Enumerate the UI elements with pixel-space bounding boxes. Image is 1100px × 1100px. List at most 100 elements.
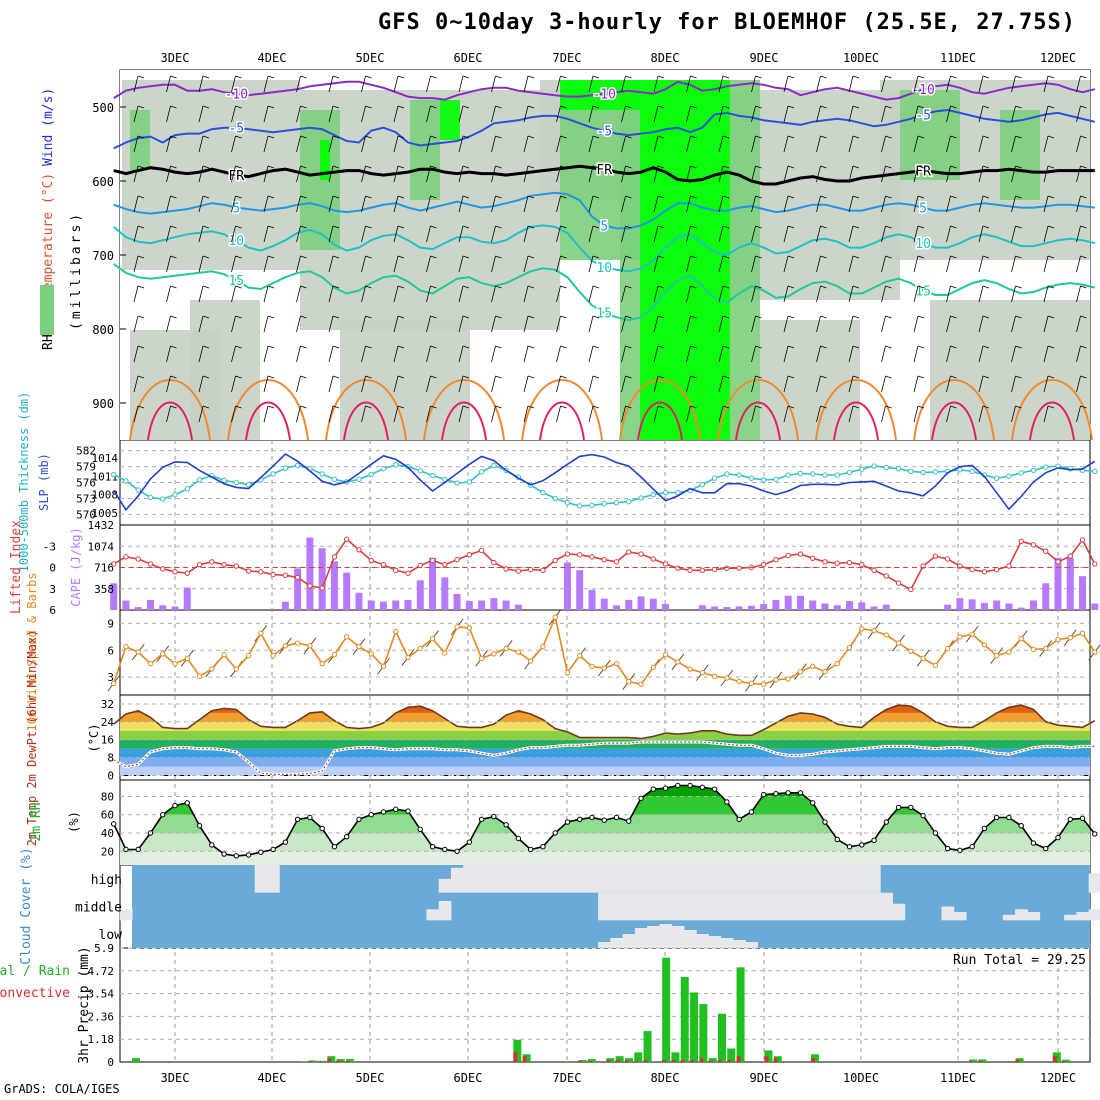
wind-barb — [361, 255, 366, 273]
rh2m-point — [564, 819, 571, 825]
lifted-index-point — [601, 557, 607, 563]
cape-bar — [944, 604, 952, 610]
wind-barb — [816, 315, 821, 333]
wind-barb — [653, 285, 659, 303]
wind-barb — [458, 165, 464, 183]
wind-barb — [978, 345, 984, 363]
cloud-cell-high — [782, 865, 795, 893]
cloud-cell-middle — [1076, 912, 1090, 921]
wind-barb-flag — [300, 375, 307, 379]
wind-barb — [393, 165, 399, 183]
wind-barb-flag — [722, 75, 730, 79]
wind-barb-flag — [235, 225, 242, 229]
wind-barb — [588, 105, 594, 123]
lifted-index-point — [245, 568, 252, 574]
wind-barb — [588, 285, 594, 303]
wind-barb — [556, 105, 561, 123]
wind-barb — [328, 135, 334, 153]
contour-label: 10 — [596, 261, 612, 276]
wind-barb — [978, 135, 984, 153]
rh2m-point — [1043, 845, 1049, 852]
precip-convective-bar — [662, 1060, 667, 1062]
wind10m-point — [773, 677, 779, 683]
wind-barb — [783, 135, 789, 153]
precip-tick-label: 2.36 — [88, 1010, 115, 1023]
cape-bar — [563, 562, 571, 610]
cloud-row-label: middle — [75, 901, 122, 916]
wind-barb — [263, 195, 269, 213]
wind10m-point — [454, 624, 460, 630]
lifted-index-point — [282, 572, 289, 578]
wind-barb — [231, 195, 236, 213]
wind-barb — [783, 345, 789, 363]
wind-barb — [783, 255, 789, 273]
cloud-axis-label-text: Cloud Cover (%) — [19, 847, 34, 964]
wind-barb — [588, 75, 594, 93]
thickness-point — [393, 462, 399, 468]
cloud-cell-high — [867, 865, 881, 893]
wind-barb-flag — [202, 105, 210, 109]
wind-barb — [328, 195, 334, 213]
wind-barb — [978, 255, 984, 273]
thickness-point — [270, 471, 276, 477]
wind-barb — [328, 405, 334, 423]
cloud-cell-high — [463, 865, 476, 893]
cloud-cell-middle — [953, 912, 967, 921]
wind-barb-flag — [657, 225, 665, 229]
cape-bar — [809, 600, 817, 610]
wind-barb-flag — [397, 195, 405, 199]
wind-barb-flag — [885, 255, 892, 259]
wind-barb — [848, 165, 854, 183]
wind-barb — [133, 105, 139, 123]
wind-barb-flag — [625, 195, 632, 199]
rh2m-point — [957, 847, 963, 854]
wind-barb — [296, 375, 301, 393]
wind-barb-flag — [170, 135, 177, 139]
cape-bar — [698, 605, 706, 610]
cape-bar — [662, 604, 670, 610]
wind-barb-flag — [690, 195, 697, 199]
rh2m-point — [527, 846, 534, 853]
cloud-cell-middle — [683, 892, 697, 921]
wind10m-point — [405, 654, 411, 661]
wind-barb-flag — [982, 285, 990, 289]
wind-barb — [166, 225, 171, 243]
cloud-cell-high — [536, 865, 550, 893]
wind-barb-flag — [495, 405, 502, 409]
wind-barb-flag — [885, 105, 892, 109]
wind-barb — [621, 105, 626, 123]
rh2m-point — [662, 785, 669, 791]
wind-barb-flag — [885, 315, 892, 319]
wind-barb — [1043, 345, 1049, 363]
pressure-tick-label: 800 — [92, 323, 114, 337]
wind-barb — [523, 225, 529, 243]
wind-barb — [133, 255, 139, 273]
rh2m-point — [724, 799, 730, 805]
wind-tick-label: 9 — [107, 617, 114, 630]
precip-convective-bar — [336, 1060, 341, 1062]
wind-barb-flag — [787, 405, 795, 409]
wind-barb — [231, 135, 236, 153]
wind-barb — [621, 165, 626, 183]
cape-bar — [478, 600, 486, 610]
wind-barb-flag — [170, 225, 177, 229]
lifted-index-point — [160, 566, 166, 572]
thickness-point — [613, 499, 620, 506]
wind-barb — [816, 195, 821, 213]
wind10m-point — [650, 664, 656, 670]
rh2m-point — [944, 845, 951, 852]
rh2m-point — [920, 812, 926, 819]
wind-barb — [588, 405, 594, 423]
cloud-cell-middle — [769, 892, 783, 921]
wind-barb — [361, 75, 366, 93]
wind-barb-flag — [137, 345, 145, 349]
cape-bar — [416, 580, 424, 610]
cloud-cell-high — [598, 865, 611, 893]
wind-barb — [133, 375, 139, 393]
wind-barb-flag — [982, 105, 990, 109]
wind-barb — [1043, 135, 1049, 153]
wind-barb-flag — [462, 225, 470, 229]
cloud-cell-high — [438, 878, 452, 893]
precip-convective-bar — [513, 1052, 518, 1062]
wind-barb-flag — [137, 135, 145, 139]
